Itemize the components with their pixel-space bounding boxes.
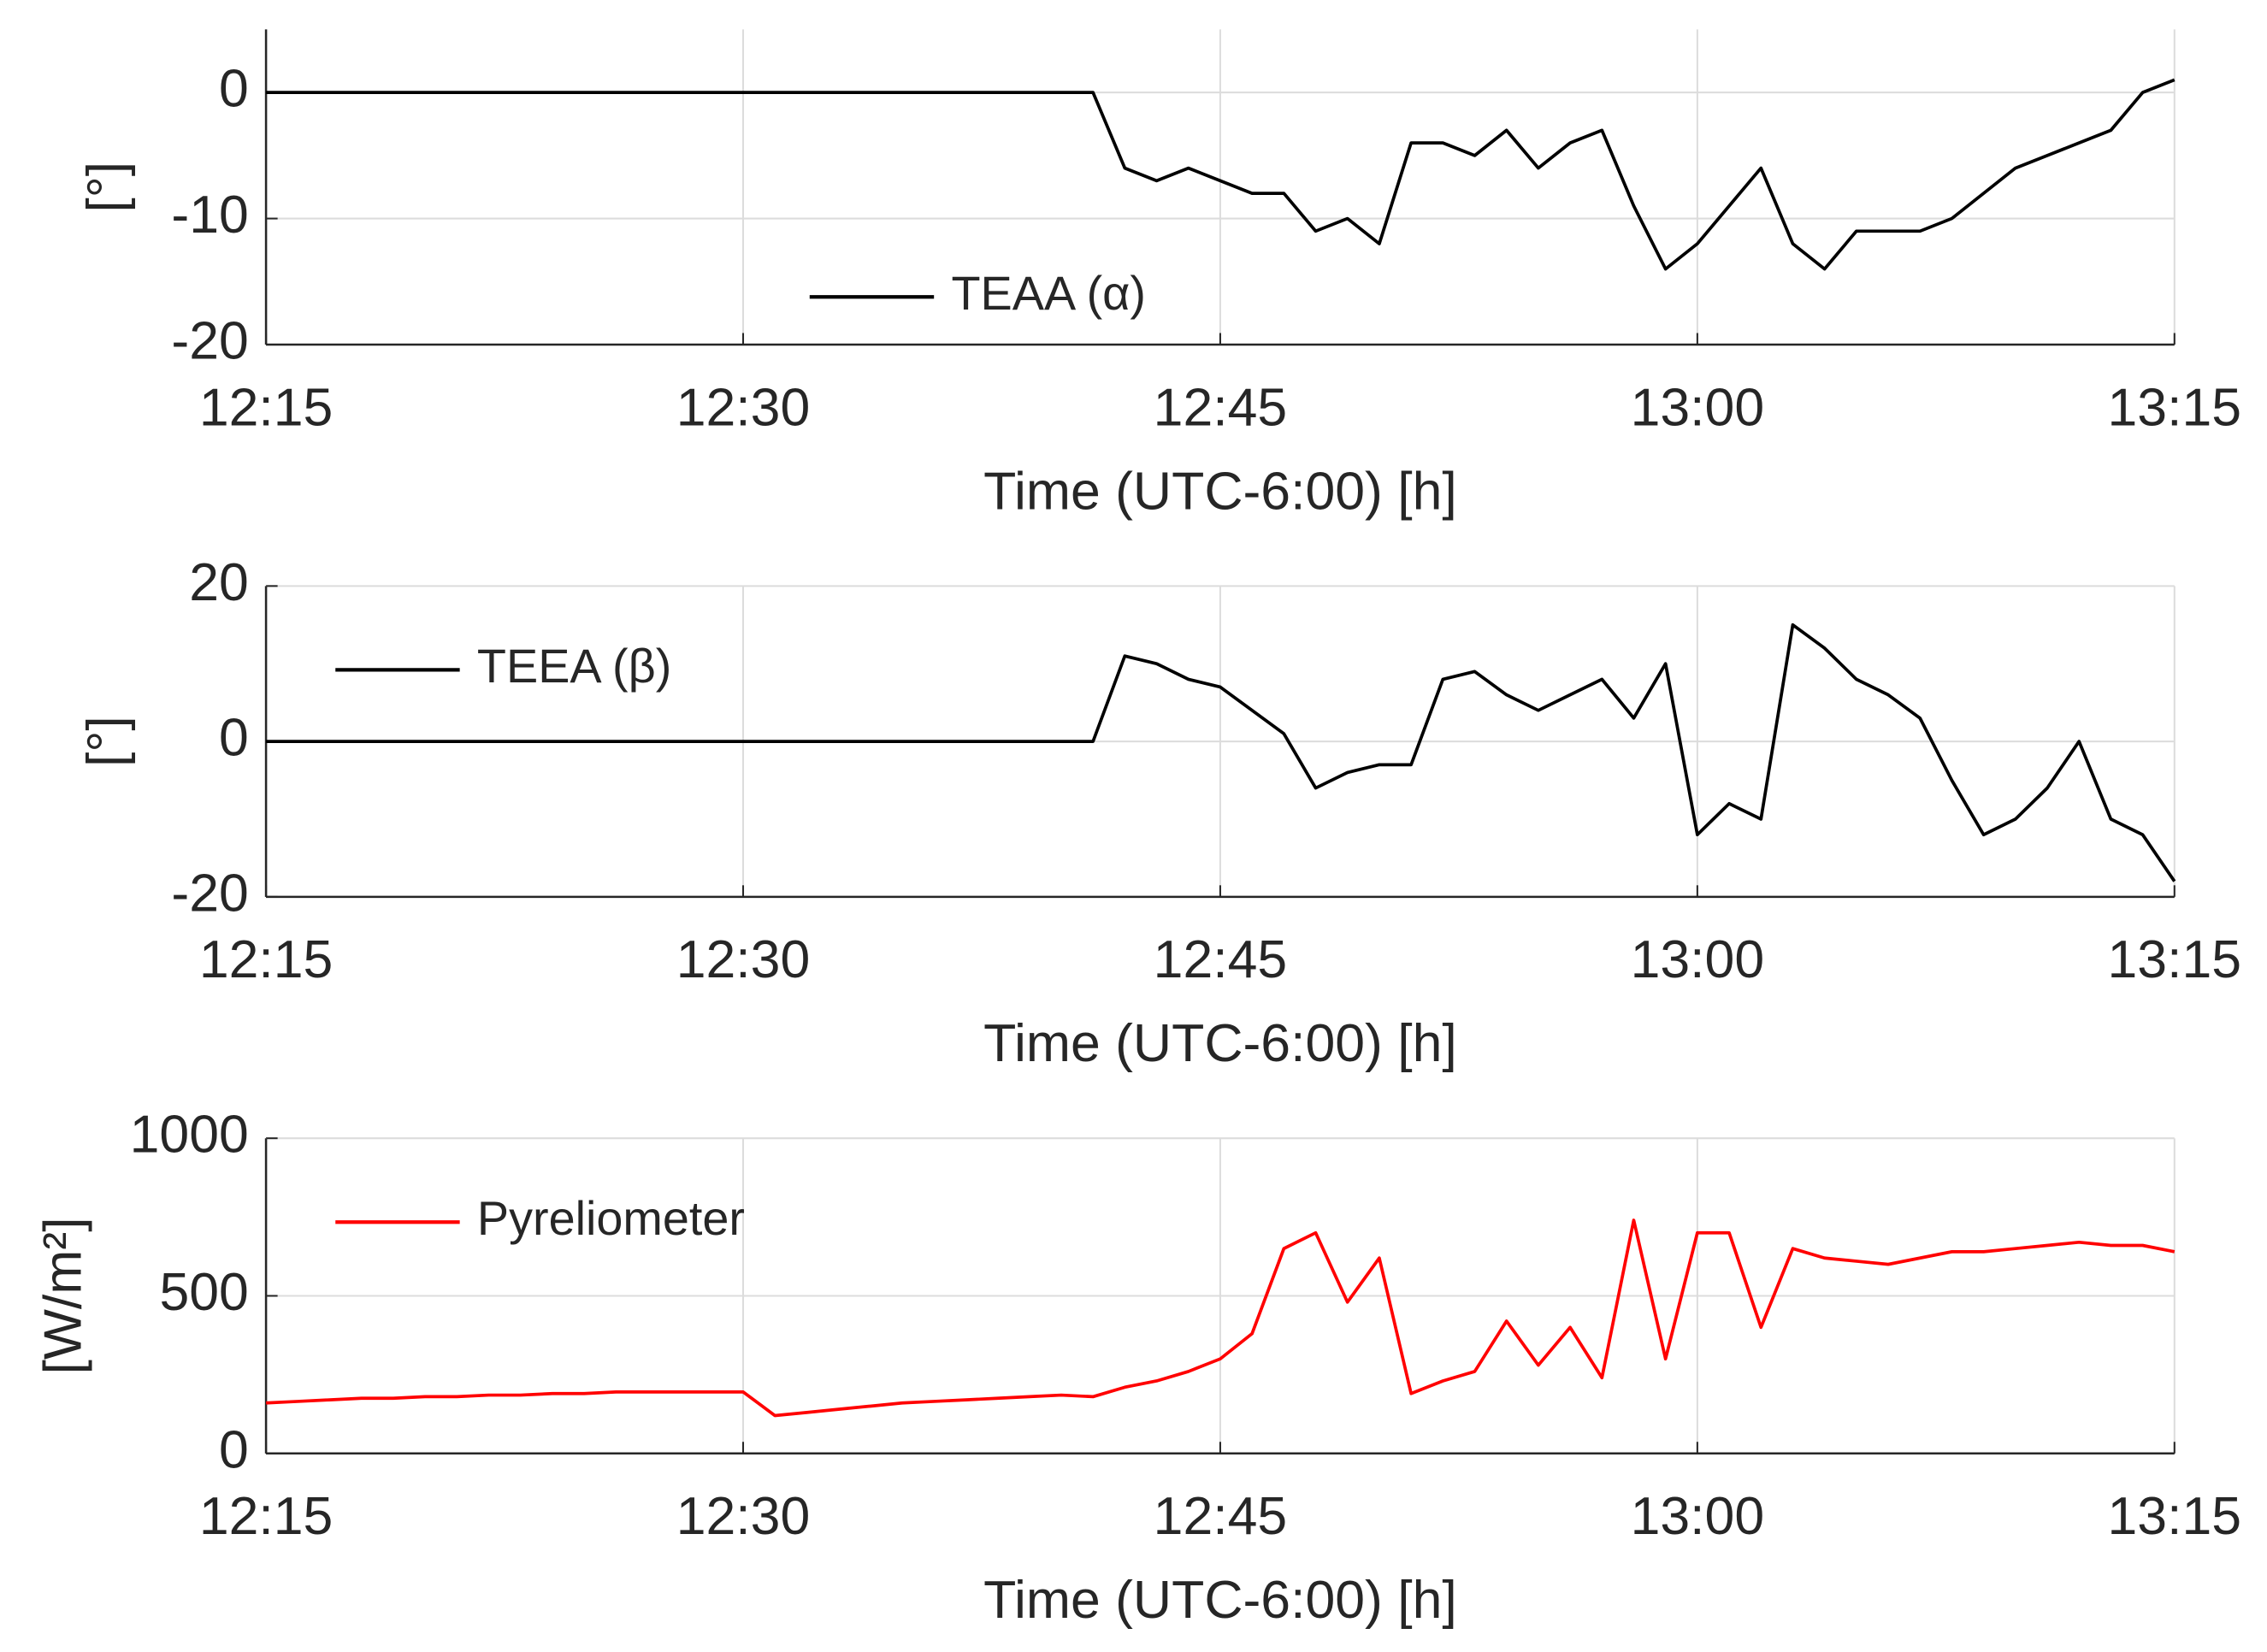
x-tick-label: 13:00 <box>1631 1486 1765 1546</box>
series-line <box>266 78 2175 271</box>
y-tick-label: 500 <box>159 1262 248 1322</box>
y-axis-label: [W/m²] <box>32 1217 92 1374</box>
x-tick-label: 13:15 <box>2108 1486 2242 1546</box>
legend-label: Pyreliometer <box>477 1191 745 1245</box>
y-axis-label: [°] <box>76 716 136 767</box>
y-axis-label: [°] <box>76 162 136 213</box>
x-axis-label: Time (UTC-6:00) [h] <box>983 461 1457 521</box>
series-line <box>266 622 2176 882</box>
x-tick-label: 12:30 <box>676 1486 811 1546</box>
y-tick-label: 0 <box>219 59 249 119</box>
x-tick-label: 12:45 <box>1154 377 1288 437</box>
legend-label: TEAA (α) <box>951 266 1146 320</box>
y-tick-label: -20 <box>171 863 248 923</box>
y-tick-label: 0 <box>219 1419 249 1479</box>
x-axis-label: Time (UTC-6:00) [h] <box>983 1570 1457 1630</box>
y-tick-label: 0 <box>219 708 249 768</box>
legend-label: TEEA (β) <box>477 639 671 693</box>
x-tick-label: 13:15 <box>2108 377 2242 437</box>
y-tick-label: -10 <box>171 185 248 245</box>
x-tick-label: 12:15 <box>199 1486 334 1546</box>
x-tick-label: 13:00 <box>1631 929 1765 989</box>
y-tick-label: 20 <box>189 552 249 612</box>
x-axis-label: Time (UTC-6:00) [h] <box>983 1013 1457 1073</box>
x-tick-label: 12:45 <box>1154 929 1288 989</box>
series-line <box>265 1218 2175 1418</box>
x-tick-label: 12:15 <box>199 929 334 989</box>
y-tick-label: -20 <box>171 311 248 371</box>
x-tick-label: 13:15 <box>2108 929 2242 989</box>
x-tick-label: 12:15 <box>199 377 334 437</box>
x-tick-label: 12:30 <box>676 377 811 437</box>
y-tick-label: 1000 <box>130 1105 249 1165</box>
x-tick-label: 12:45 <box>1154 1486 1288 1546</box>
x-tick-label: 12:30 <box>676 929 811 989</box>
x-tick-label: 13:00 <box>1631 377 1765 437</box>
